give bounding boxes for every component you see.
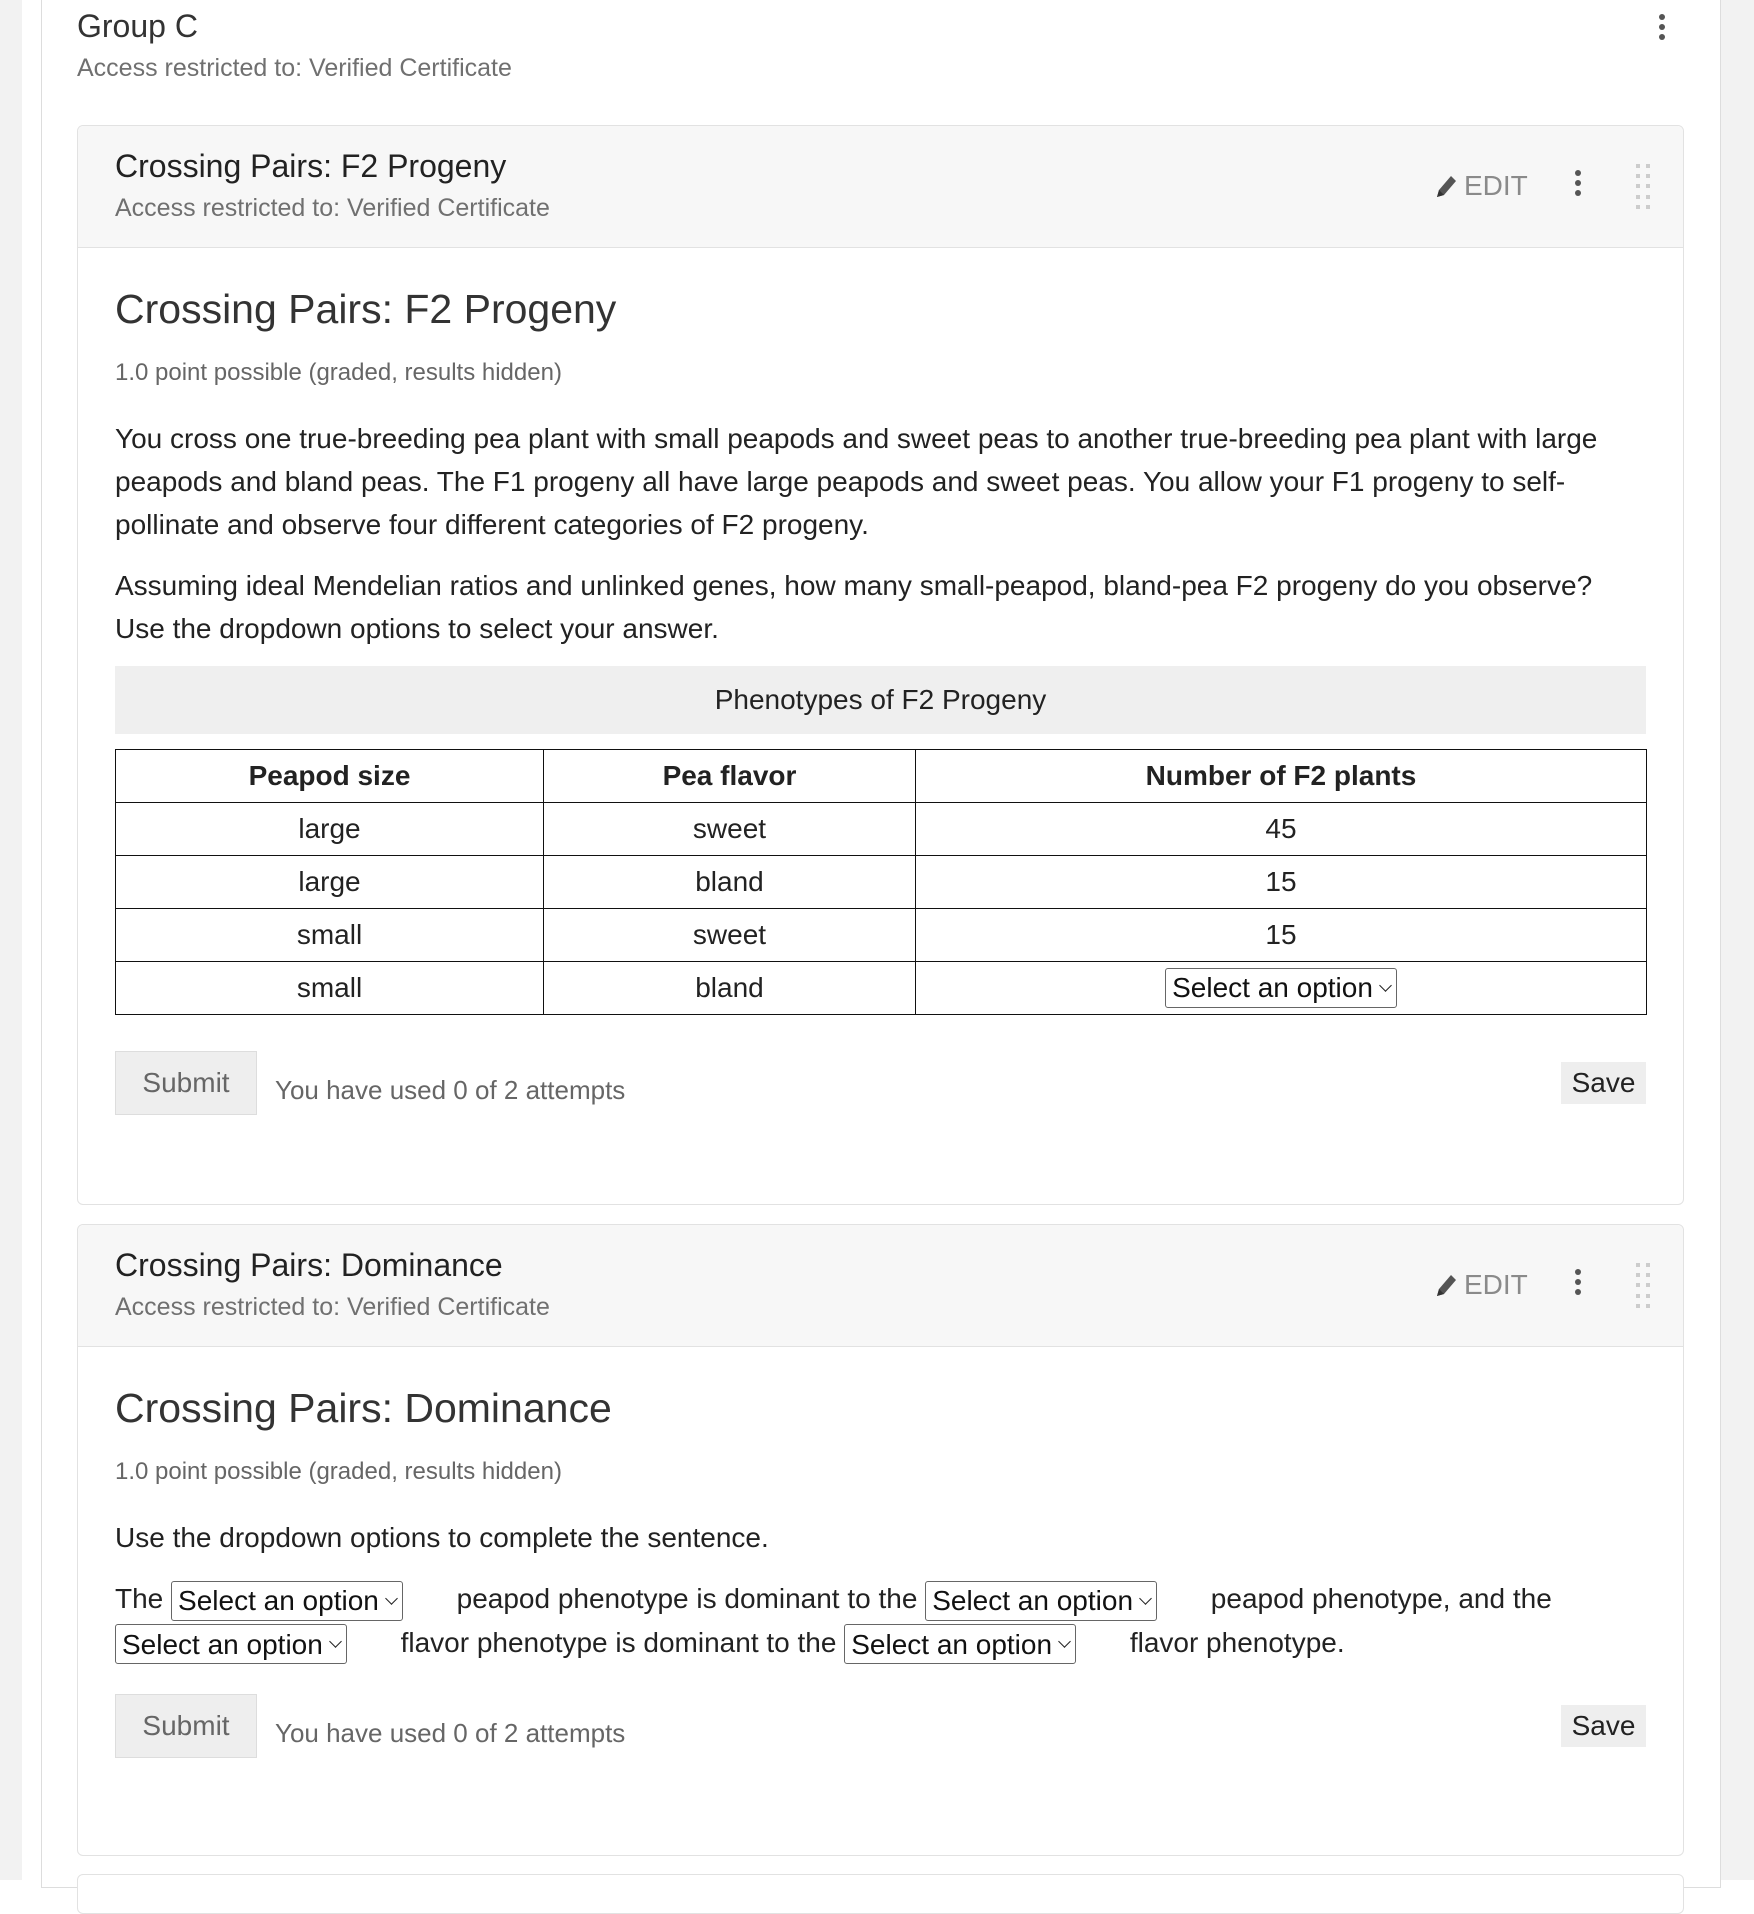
- left-gutter: [0, 0, 22, 1880]
- cell: large: [115, 855, 544, 909]
- answer-dropdown[interactable]: Select an option: [1165, 968, 1397, 1008]
- cell: Select an option: [915, 961, 1647, 1015]
- dropdown-1[interactable]: Select an option: [171, 1580, 403, 1621]
- problem-title: Crossing Pairs: Dominance: [115, 1385, 612, 1431]
- sentence-text: peapod phenotype is dominant to the: [456, 1583, 918, 1614]
- table-caption: Phenotypes of F2 Progeny: [115, 666, 1646, 734]
- header-pea-flavor: Pea flavor: [543, 749, 916, 803]
- submit-button[interactable]: Submit: [115, 1051, 257, 1115]
- right-gutter: [1721, 0, 1754, 1880]
- cell: 45: [915, 802, 1647, 856]
- cell: sweet: [543, 802, 916, 856]
- cell: small: [115, 961, 544, 1015]
- card-header-title: Crossing Pairs: Dominance: [115, 1247, 503, 1283]
- dropdown-value: Select an option: [122, 1628, 323, 1660]
- question-prompt: Assuming ideal Mendelian ratios and unli…: [115, 570, 1593, 644]
- card-access: Access restricted to: Verified Certifica…: [115, 194, 550, 222]
- chevron-down-icon: [328, 1635, 342, 1649]
- table-row: large bland 15: [115, 855, 1647, 909]
- submit-button[interactable]: Submit: [115, 1694, 257, 1759]
- chevron-down-icon: [1058, 1635, 1071, 1649]
- instruction: Use the dropdown options to complete the…: [115, 1522, 769, 1553]
- table-row: small bland Select an option: [115, 961, 1647, 1015]
- question-paragraph: You cross one true-breeding pea plant wi…: [115, 423, 1598, 540]
- points-info: 1.0 point possible (graded, results hidd…: [115, 359, 562, 386]
- table-header-row: Peapod size Pea flavor Number of F2 plan…: [115, 749, 1647, 803]
- cell: bland: [543, 855, 916, 909]
- sentence-text: The: [115, 1583, 164, 1614]
- problem-title: Crossing Pairs: F2 Progeny: [115, 286, 617, 332]
- dropdown-3[interactable]: Select an option: [115, 1624, 347, 1665]
- save-button[interactable]: Save: [1561, 1705, 1646, 1748]
- edit-button[interactable]: EDIT: [1434, 1269, 1528, 1301]
- dominance-sentence: The Select an option peapod phenotype is…: [115, 1577, 1646, 1665]
- group-more-icon[interactable]: [1659, 14, 1665, 40]
- dropdown-2[interactable]: Select an option: [925, 1580, 1158, 1621]
- card-header: Crossing Pairs: F2 Progeny Access restri…: [78, 126, 1683, 248]
- group-access: Access restricted to: Verified Certifica…: [77, 54, 512, 82]
- phenotype-table: Peapod size Pea flavor Number of F2 plan…: [115, 749, 1647, 1015]
- next-card: [77, 1874, 1684, 1914]
- card-more-icon[interactable]: [1575, 1269, 1581, 1295]
- card-header: Crossing Pairs: Dominance Access restric…: [78, 1225, 1683, 1347]
- edit-button[interactable]: EDIT: [1434, 170, 1528, 202]
- points-info: 1.0 point possible (graded, results hidd…: [115, 1458, 562, 1485]
- edit-label: EDIT: [1464, 170, 1528, 201]
- attempts-text: You have used 0 of 2 attempts: [275, 1718, 626, 1749]
- group-title: Group C: [77, 8, 198, 44]
- sentence-text: peapod phenotype, and the: [1210, 1583, 1552, 1614]
- card-header-title: Crossing Pairs: F2 Progeny: [115, 148, 507, 184]
- pencil-icon: [1437, 176, 1456, 197]
- dropdown-value: Select an option: [178, 1585, 379, 1617]
- cell: bland: [543, 961, 916, 1015]
- cell: 15: [915, 855, 1647, 909]
- cell: sweet: [543, 908, 916, 962]
- dropdown-value: Select an option: [932, 1585, 1134, 1617]
- problem-card-f2-progeny: Crossing Pairs: F2 Progeny Access restri…: [77, 125, 1684, 1205]
- save-button[interactable]: Save: [1561, 1062, 1646, 1104]
- table-row: small sweet 15: [115, 908, 1647, 962]
- dropdown-4[interactable]: Select an option: [844, 1624, 1077, 1665]
- card-more-icon[interactable]: [1575, 170, 1581, 196]
- cell: small: [115, 908, 544, 962]
- sentence-text: flavor phenotype.: [1129, 1626, 1345, 1658]
- drag-handle-icon[interactable]: [1636, 164, 1652, 210]
- pencil-icon: [1437, 1275, 1456, 1296]
- attempts-text: You have used 0 of 2 attempts: [275, 1075, 626, 1105]
- table-row: large sweet 45: [115, 802, 1647, 856]
- cell: 15: [915, 908, 1647, 962]
- header-number-plants: Number of F2 plants: [915, 749, 1647, 803]
- problem-card-dominance: Crossing Pairs: Dominance Access restric…: [77, 1224, 1684, 1856]
- sentence-text: flavor phenotype is dominant to the: [400, 1626, 837, 1658]
- header-peapod-size: Peapod size: [115, 749, 544, 803]
- drag-handle-icon[interactable]: [1636, 1263, 1652, 1309]
- dropdown-value: Select an option: [851, 1628, 1053, 1660]
- cell: large: [115, 802, 544, 856]
- dropdown-value: Select an option: [1172, 972, 1373, 1003]
- edit-label: EDIT: [1464, 1269, 1528, 1300]
- chevron-down-icon: [384, 1591, 398, 1605]
- chevron-down-icon: [1139, 1591, 1152, 1605]
- chevron-down-icon: [1379, 979, 1392, 992]
- card-access: Access restricted to: Verified Certifica…: [115, 1293, 550, 1321]
